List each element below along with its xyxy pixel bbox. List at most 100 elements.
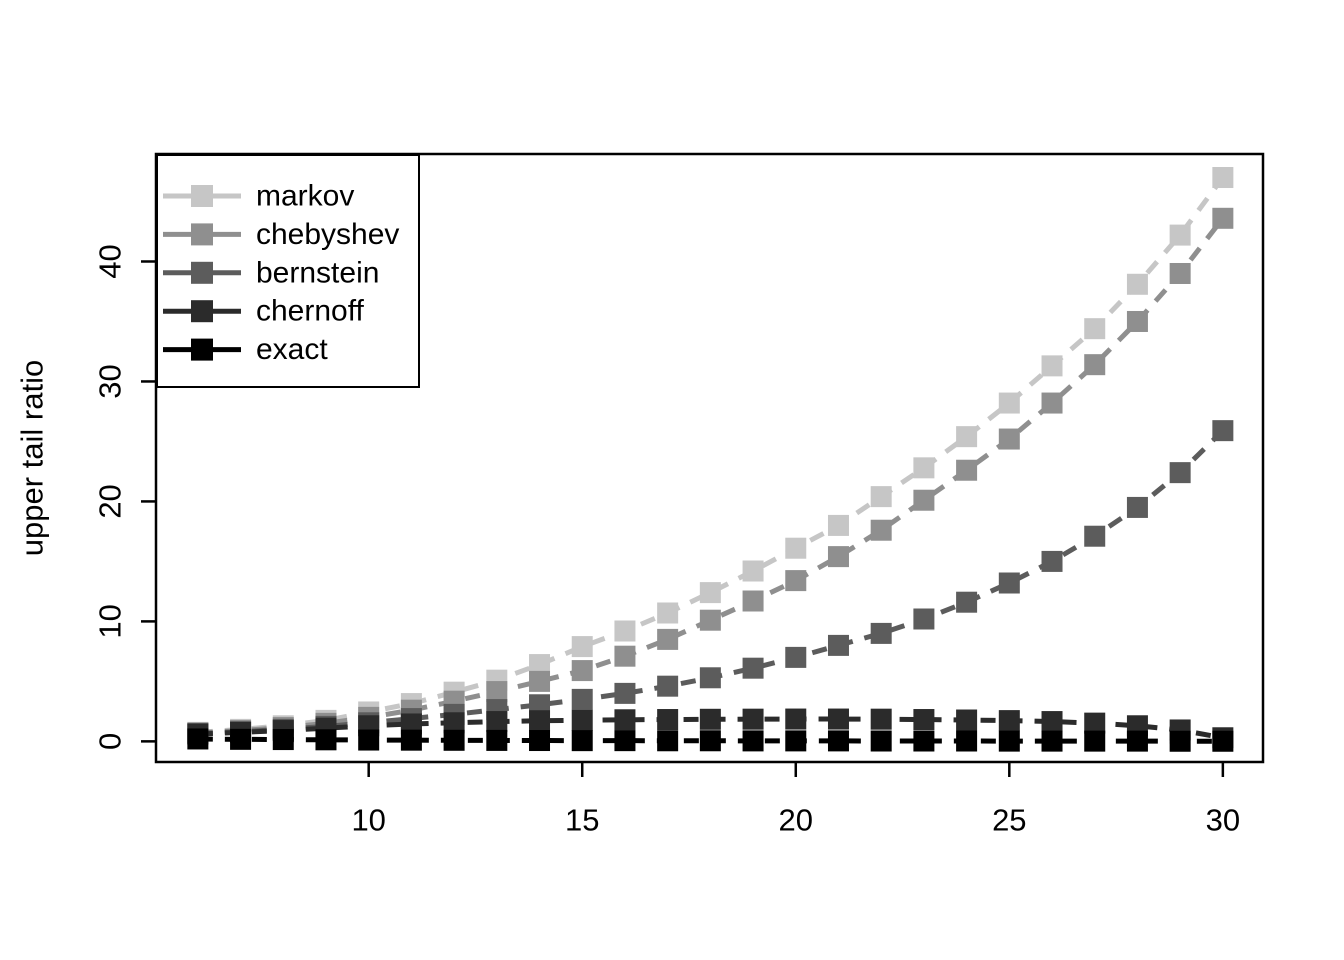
- series-exact-point-20: [785, 730, 807, 752]
- series-chernoff-point-21: [827, 708, 849, 730]
- legend-item-bernstein: bernstein: [163, 256, 379, 289]
- series-bernstein-point-23: [913, 608, 935, 630]
- series-exact-point-10: [358, 729, 380, 751]
- series-exact-point-8: [272, 729, 294, 751]
- series-chernoff-point-16: [614, 709, 636, 731]
- series-chebyshev-point-14: [529, 670, 551, 692]
- series-markov-point-15: [571, 636, 593, 658]
- series-exact-point-18: [699, 730, 721, 752]
- legend-label-exact: exact: [256, 333, 328, 366]
- series-markov-point-21: [827, 514, 849, 536]
- series-bernstein-point-30: [1212, 420, 1234, 442]
- series-chebyshev-point-18: [699, 609, 721, 631]
- series-bernstein-point-27: [1084, 525, 1106, 547]
- series-chebyshev-point-24: [956, 459, 978, 481]
- series-chebyshev-point-22: [870, 519, 892, 541]
- series-chebyshev-point-19: [742, 590, 764, 612]
- x-tick-label-25: 25: [992, 803, 1026, 838]
- series-bernstein-point-22: [870, 622, 892, 644]
- series-bernstein-point-20: [785, 646, 807, 668]
- series-exact-point-24: [956, 730, 978, 752]
- series-exact-point-9: [315, 729, 337, 751]
- series-exact-point-29: [1169, 730, 1191, 752]
- legend-item-chebyshev: chebyshev: [163, 218, 399, 251]
- series-bernstein-point-19: [742, 657, 764, 679]
- series-bernstein-point-29: [1169, 462, 1191, 484]
- series-chernoff-point-13: [486, 711, 508, 733]
- series-bernstein-point-14: [529, 694, 551, 716]
- legend-label-markov: markov: [256, 180, 354, 213]
- series-exact-point-13: [486, 729, 508, 751]
- series-chernoff-point-26: [1041, 711, 1063, 733]
- legend-label-bernstein: bernstein: [256, 256, 379, 289]
- legend-label-chebyshev: chebyshev: [256, 218, 399, 251]
- series-exact-point-25: [998, 730, 1020, 752]
- series-chebyshev-point-25: [998, 428, 1020, 450]
- series-bernstein-point-18: [699, 667, 721, 689]
- y-tick-label-40: 40: [93, 244, 128, 278]
- series-bernstein-point-28: [1126, 496, 1148, 518]
- series-chernoff-point-17: [657, 709, 679, 731]
- y-tick-label-20: 20: [93, 484, 128, 518]
- series-chebyshev-point-28: [1126, 310, 1148, 332]
- series-chernoff-point-18: [699, 708, 721, 730]
- series-bernstein-point-15: [571, 688, 593, 710]
- series-chebyshev-point-27: [1084, 354, 1106, 376]
- series-markov-point-20: [785, 537, 807, 559]
- series-markov-point-14: [529, 654, 551, 676]
- series-chebyshev-point-17: [657, 628, 679, 650]
- series-markov-point-29: [1169, 224, 1191, 246]
- series-chebyshev-point-29: [1169, 262, 1191, 284]
- series-chernoff-point-11: [400, 713, 422, 735]
- series-bernstein-point-16: [614, 682, 636, 704]
- series-markov-point-24: [956, 426, 978, 448]
- series-markov-point-16: [614, 620, 636, 642]
- series-chebyshev-point-30: [1212, 207, 1234, 229]
- series-exact-point-23: [913, 730, 935, 752]
- series-chebyshev-point-23: [913, 489, 935, 511]
- series-bernstein-point-17: [657, 675, 679, 697]
- y-tick-label-30: 30: [93, 364, 128, 398]
- legend-swatch-bernstein: [191, 261, 213, 284]
- series-chernoff-point-27: [1084, 712, 1106, 734]
- series-exact-point-15: [571, 730, 593, 752]
- legend-swatch-exact: [191, 338, 213, 361]
- series-markov-point-22: [870, 486, 892, 508]
- series-chebyshev-point-20: [785, 570, 807, 592]
- y-tick-label-10: 10: [93, 604, 128, 638]
- series-chebyshev-point-16: [614, 645, 636, 667]
- series-exact-point-22: [870, 730, 892, 752]
- series-bernstein-point-25: [998, 572, 1020, 594]
- legend-swatch-markov: [191, 185, 213, 207]
- legend-swatch-chernoff: [191, 300, 213, 323]
- series-chebyshev-point-26: [1041, 392, 1063, 414]
- series-exact-point-30: [1212, 730, 1234, 752]
- series-markov-point-26: [1041, 355, 1063, 377]
- series-exact-point-17: [657, 730, 679, 752]
- series-chebyshev-point-15: [571, 660, 593, 682]
- series-chernoff-point-15: [571, 709, 593, 731]
- series-markov-point-25: [998, 392, 1020, 414]
- series-bernstein-point-24: [956, 591, 978, 613]
- series-chebyshev-point-21: [827, 546, 849, 568]
- series-exact-point-6: [187, 728, 209, 750]
- series-chernoff-point-19: [742, 708, 764, 730]
- series-bernstein-point-21: [827, 634, 849, 656]
- series-exact-point-7: [230, 728, 252, 750]
- legend-item-markov: markov: [163, 180, 354, 213]
- series-exact-point-16: [614, 730, 636, 752]
- legend: markov chebyshev bernstein chernoff exact: [156, 154, 420, 388]
- series-exact-point-26: [1041, 730, 1063, 752]
- x-tick-label-15: 15: [565, 803, 599, 838]
- series-exact-point-21: [827, 730, 849, 752]
- series-chernoff-point-23: [913, 709, 935, 731]
- series-chernoff-point-20: [785, 708, 807, 730]
- legend-item-chernoff: chernoff: [163, 295, 365, 328]
- series-exact-point-28: [1126, 730, 1148, 752]
- series-exact-point-19: [742, 730, 764, 752]
- series-markov-point-19: [742, 560, 764, 582]
- series-chernoff-point-24: [956, 709, 978, 731]
- legend-item-exact: exact: [163, 333, 328, 366]
- series-chernoff-point-12: [443, 712, 465, 734]
